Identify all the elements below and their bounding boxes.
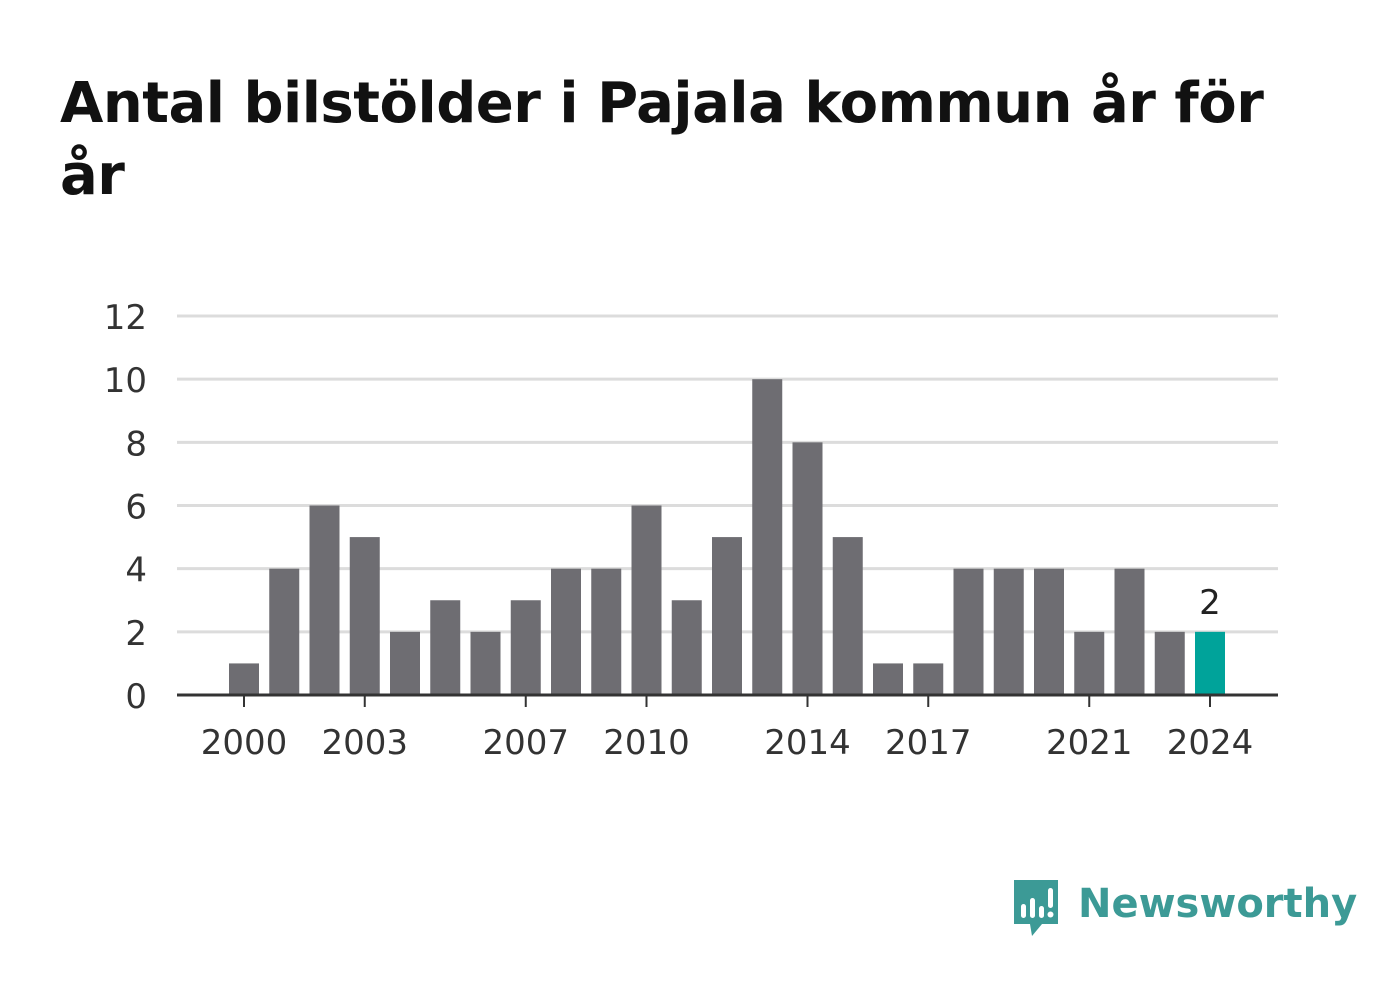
- bar-2013: [752, 379, 783, 695]
- annotations: 2: [1199, 583, 1221, 623]
- bar-2014: [792, 442, 823, 695]
- bar-2018: [953, 568, 984, 695]
- bar-2011: [671, 600, 702, 695]
- x-tick-label: 2000: [201, 723, 288, 763]
- bars: [229, 379, 1225, 695]
- x-tick-label: 2007: [482, 723, 569, 763]
- bar-2012: [712, 537, 742, 695]
- bar-2010: [631, 505, 662, 695]
- newsworthy-logo-icon: [1014, 880, 1058, 936]
- y-tick-label: 8: [125, 424, 147, 464]
- bar-2020: [1034, 568, 1064, 695]
- bar-2022: [1114, 568, 1145, 695]
- bar-2003: [349, 537, 380, 695]
- bar-2016: [873, 663, 903, 695]
- y-tick-label: 12: [104, 298, 147, 338]
- highlight-data-label: 2: [1199, 583, 1221, 623]
- bar-2006: [470, 631, 501, 695]
- bar-2015: [832, 537, 863, 695]
- chart-title: Antal bilstölder i Pajala kommun år för …: [60, 71, 1264, 208]
- y-axis-ticks: 0 2 4 6 8 10 12: [104, 298, 147, 717]
- x-tick-label: 2017: [885, 723, 972, 763]
- x-tick-label: 2010: [603, 723, 690, 763]
- bar-2021: [1074, 631, 1105, 695]
- bar-2007: [510, 600, 541, 695]
- y-tick-label: 10: [104, 361, 147, 401]
- bar-2019: [993, 568, 1024, 695]
- bar-2009: [591, 568, 622, 695]
- bar-2000: [229, 663, 259, 695]
- bar-2002: [309, 505, 340, 695]
- y-tick-label: 6: [125, 488, 147, 528]
- x-axis: 2000 2003 2007 2010 2014 2017 2021 2024: [177, 693, 1278, 763]
- bar-2004: [390, 631, 420, 695]
- bar-2008: [551, 568, 581, 695]
- x-tick-label: 2024: [1167, 723, 1254, 763]
- brand-name: Newsworthy: [1078, 881, 1358, 927]
- bar-2023: [1154, 631, 1185, 695]
- y-tick-label: 2: [125, 614, 147, 654]
- y-tick-label: 0: [125, 677, 147, 717]
- x-tick-label: 2021: [1046, 723, 1133, 763]
- bar-2005: [430, 600, 461, 695]
- bar-2024: [1195, 631, 1225, 695]
- bar-2017: [913, 663, 944, 695]
- y-tick-label: 4: [125, 551, 147, 591]
- bar-2001: [269, 568, 300, 695]
- x-tick-label: 2003: [321, 723, 408, 763]
- brand: Newsworthy: [1010, 876, 1357, 942]
- x-tick-label: 2014: [764, 723, 851, 763]
